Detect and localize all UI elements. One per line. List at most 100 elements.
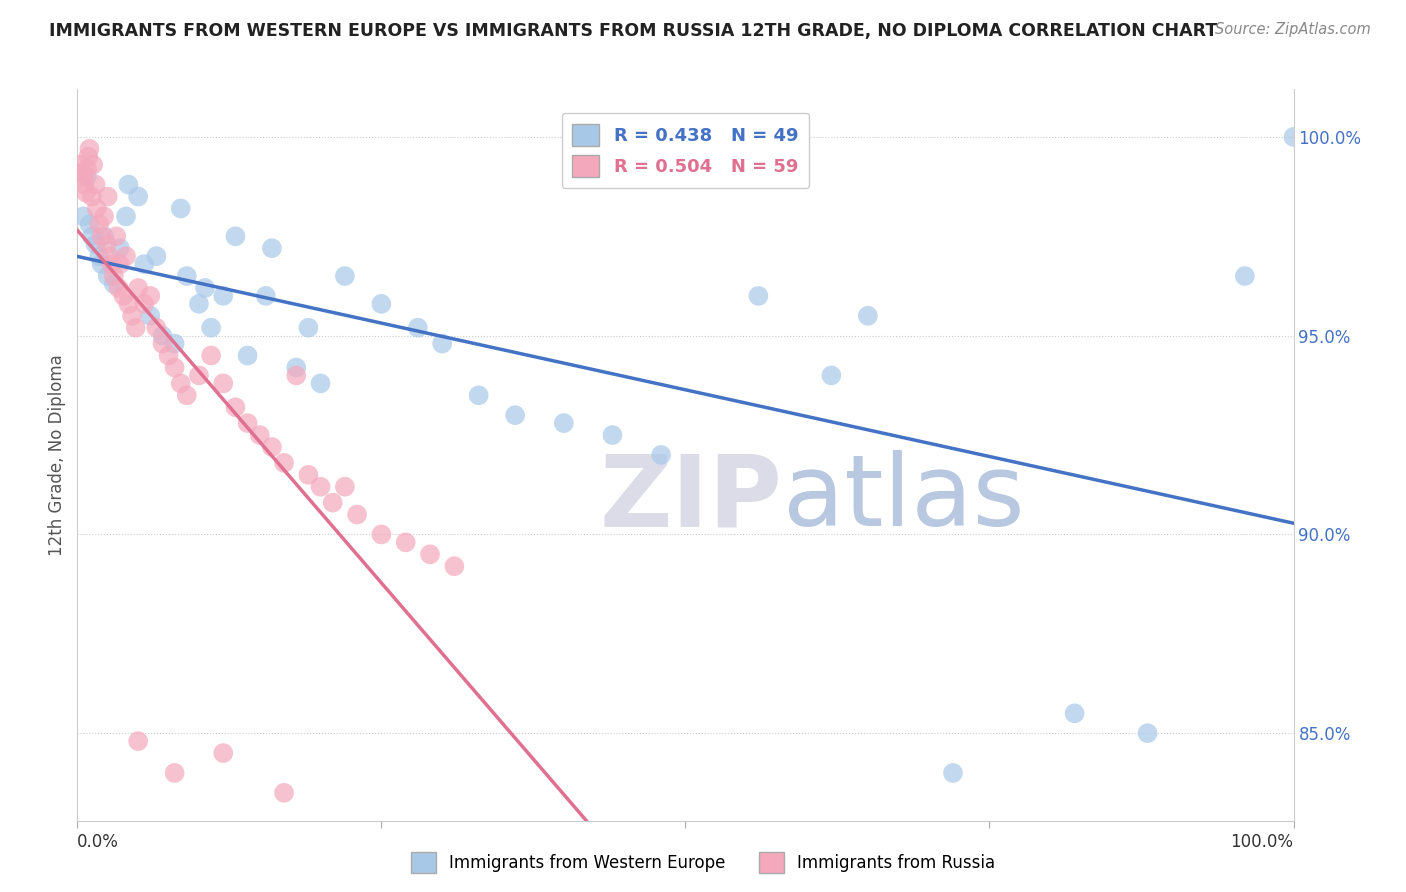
- Point: [79, 142, 101, 156]
- Point: [86, 202, 108, 216]
- Point: [176, 268, 198, 283]
- Point: [108, 257, 131, 271]
- Point: [134, 257, 156, 271]
- Point: [90, 229, 112, 244]
- Point: [650, 448, 672, 462]
- Point: [117, 178, 139, 192]
- Point: [194, 281, 217, 295]
- Point: [127, 734, 149, 748]
- Point: [121, 309, 143, 323]
- Point: [89, 218, 111, 232]
- Text: IMMIGRANTS FROM WESTERN EUROPE VS IMMIGRANTS FROM RUSSIA 12TH GRADE, NO DIPLOMA : IMMIGRANTS FROM WESTERN EUROPE VS IMMIGR…: [49, 22, 1218, 40]
- Point: [346, 508, 368, 522]
- Point: [93, 210, 115, 224]
- Point: [69, 158, 91, 172]
- Point: [163, 360, 186, 375]
- Text: atlas: atlas: [783, 450, 1025, 548]
- Point: [170, 202, 193, 216]
- Point: [139, 309, 162, 323]
- Point: [84, 237, 107, 252]
- Point: [333, 480, 356, 494]
- Point: [224, 401, 246, 415]
- Point: [322, 495, 344, 509]
- Point: [72, 169, 94, 184]
- Point: [297, 320, 319, 334]
- Point: [188, 297, 211, 311]
- Point: [285, 368, 308, 383]
- Point: [1233, 268, 1256, 283]
- Point: [503, 408, 526, 422]
- Point: [103, 268, 125, 283]
- Point: [157, 349, 180, 363]
- Point: [112, 289, 135, 303]
- Point: [406, 320, 429, 334]
- Point: [105, 229, 128, 244]
- Point: [309, 376, 332, 391]
- Point: [273, 456, 295, 470]
- Point: [200, 320, 222, 334]
- Point: [370, 527, 392, 541]
- Point: [152, 328, 174, 343]
- Point: [80, 189, 103, 203]
- Point: [108, 241, 131, 255]
- Point: [443, 559, 465, 574]
- Point: [249, 428, 271, 442]
- Point: [127, 189, 149, 203]
- Point: [333, 268, 356, 283]
- Point: [297, 467, 319, 482]
- Text: 0.0%: 0.0%: [77, 832, 120, 851]
- Text: 100.0%: 100.0%: [1230, 832, 1294, 851]
- Point: [100, 257, 122, 271]
- Point: [942, 766, 965, 780]
- Point: [200, 349, 222, 363]
- Point: [103, 277, 125, 291]
- Point: [553, 416, 575, 430]
- Point: [163, 766, 186, 780]
- Point: [70, 166, 93, 180]
- Point: [430, 336, 453, 351]
- Point: [309, 480, 332, 494]
- Point: [115, 210, 138, 224]
- Point: [125, 320, 148, 334]
- Point: [73, 178, 96, 192]
- Point: [188, 368, 211, 383]
- Point: [90, 257, 112, 271]
- Point: [1136, 726, 1159, 740]
- Point: [212, 746, 235, 760]
- Point: [145, 249, 167, 263]
- Text: ZIP: ZIP: [600, 450, 783, 548]
- Point: [76, 161, 98, 176]
- Point: [134, 297, 156, 311]
- Point: [107, 281, 129, 295]
- Point: [163, 336, 186, 351]
- Point: [152, 336, 174, 351]
- Point: [79, 218, 101, 232]
- Point: [1282, 129, 1305, 144]
- Point: [856, 309, 879, 323]
- Point: [145, 320, 167, 334]
- Point: [117, 297, 139, 311]
- Legend: Immigrants from Western Europe, Immigrants from Russia: Immigrants from Western Europe, Immigran…: [404, 846, 1002, 880]
- Point: [97, 268, 120, 283]
- Point: [747, 289, 769, 303]
- Point: [236, 416, 259, 430]
- Point: [176, 388, 198, 402]
- Point: [97, 249, 120, 263]
- Point: [236, 349, 259, 363]
- Point: [84, 178, 107, 192]
- Point: [285, 360, 308, 375]
- Point: [89, 249, 111, 263]
- Point: [115, 249, 138, 263]
- Point: [224, 229, 246, 244]
- Point: [72, 210, 94, 224]
- Point: [80, 229, 103, 244]
- Point: [127, 281, 149, 295]
- Legend: R = 0.438   N = 49, R = 0.504   N = 59: R = 0.438 N = 49, R = 0.504 N = 59: [561, 113, 810, 187]
- Point: [602, 428, 624, 442]
- Point: [254, 289, 277, 303]
- Point: [260, 440, 283, 454]
- Point: [419, 547, 441, 561]
- Point: [212, 376, 235, 391]
- Point: [273, 786, 295, 800]
- Point: [170, 376, 193, 391]
